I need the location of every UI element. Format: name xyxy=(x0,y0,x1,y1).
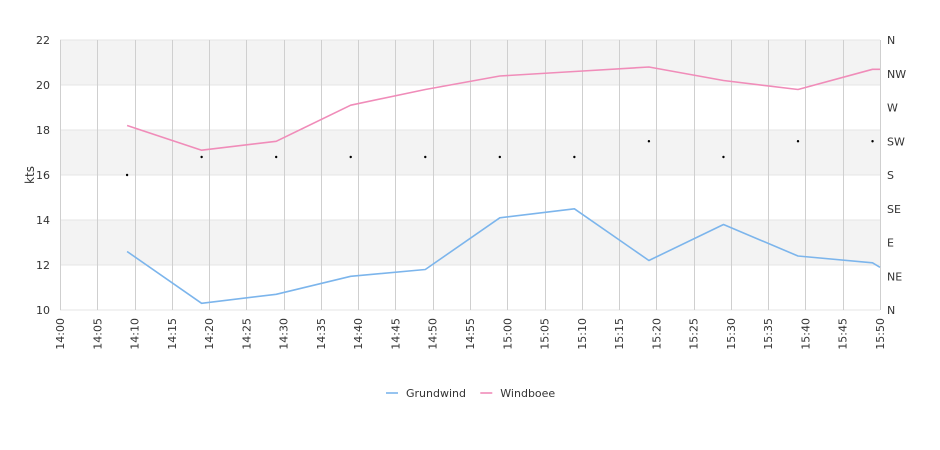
direction-tick-label: NE xyxy=(887,270,902,283)
direction-point xyxy=(796,140,800,143)
legend-label: Grundwind xyxy=(406,387,466,400)
legend[interactable]: Grundwind Windboee xyxy=(386,387,555,400)
direction-point xyxy=(722,155,725,159)
x-tick-label: 14:20 xyxy=(203,318,216,350)
x-tick-label: 14:50 xyxy=(427,318,440,350)
x-tick-label: 14:40 xyxy=(352,318,365,350)
x-tick-label: 15:40 xyxy=(799,318,812,350)
direction-tick-label: NW xyxy=(887,68,906,81)
direction-tick-label: N xyxy=(887,304,895,317)
direction-tick-label: W xyxy=(887,102,898,115)
x-tick-label: 14:15 xyxy=(166,318,179,350)
legend-label: Windboee xyxy=(500,387,555,400)
direction-point xyxy=(125,173,129,177)
series-lines xyxy=(126,66,881,305)
direction-point xyxy=(424,155,427,159)
direction-tick-label: S xyxy=(887,169,894,182)
x-tick-label: 14:25 xyxy=(240,318,253,350)
y-tick-label: 20 xyxy=(36,79,50,92)
direction-tick-label: SW xyxy=(887,135,905,148)
x-tick-label: 15:30 xyxy=(725,318,738,350)
direction-point xyxy=(573,155,576,159)
x-tick-label: 15:45 xyxy=(837,318,850,350)
series-line-windboee xyxy=(126,66,880,151)
direction-point xyxy=(647,140,651,143)
x-axis-ticks: 14:00 14:05 14:10 14:15 14:20 14:25 14:30 14:35… xyxy=(54,318,887,350)
direction-tick-label: E xyxy=(887,237,894,250)
x-tick-label: 15:15 xyxy=(613,318,626,350)
direction-point xyxy=(871,140,874,143)
y-axis-label: kts xyxy=(23,166,37,184)
y-tick-label: 16 xyxy=(36,169,50,182)
y-tick-label: 10 xyxy=(36,304,50,317)
x-tick-label: 14:10 xyxy=(129,318,142,350)
y-tick-label: 12 xyxy=(36,259,50,272)
grid-lines xyxy=(60,39,881,311)
direction-tick-label: N xyxy=(887,34,895,47)
x-tick-label: 14:00 xyxy=(54,318,67,350)
direction-tick-label: SE xyxy=(887,203,901,216)
direction-point xyxy=(200,155,203,159)
x-tick-label: 14:30 xyxy=(278,318,291,350)
y-axis-ticks: 10 12 14 16 18 20 22 xyxy=(36,34,50,317)
x-tick-label: 14:45 xyxy=(389,318,402,350)
x-tick-label: 15:50 xyxy=(874,318,887,350)
x-tick-label: 14:35 xyxy=(315,318,328,350)
series-line-grundwind xyxy=(126,208,881,305)
x-tick-label: 15:35 xyxy=(762,318,775,350)
direction-point xyxy=(274,155,278,159)
x-tick-label: 14:55 xyxy=(464,318,477,350)
x-tick-label: 15:00 xyxy=(501,318,514,350)
x-tick-label: 15:05 xyxy=(539,318,552,350)
x-tick-label: 15:10 xyxy=(576,318,589,350)
x-tick-label: 15:25 xyxy=(688,318,701,350)
y-tick-label: 18 xyxy=(36,124,50,137)
y-tick-label: 22 xyxy=(36,34,50,47)
direction-point xyxy=(498,155,502,159)
direction-axis-ticks: N NE E SE S SW W NW N xyxy=(887,34,906,317)
direction-markers xyxy=(125,140,874,177)
direction-point xyxy=(349,155,352,159)
x-tick-label: 14:05 xyxy=(91,318,104,350)
y-tick-label: 14 xyxy=(36,214,50,227)
x-tick-label: 15:20 xyxy=(650,318,663,350)
